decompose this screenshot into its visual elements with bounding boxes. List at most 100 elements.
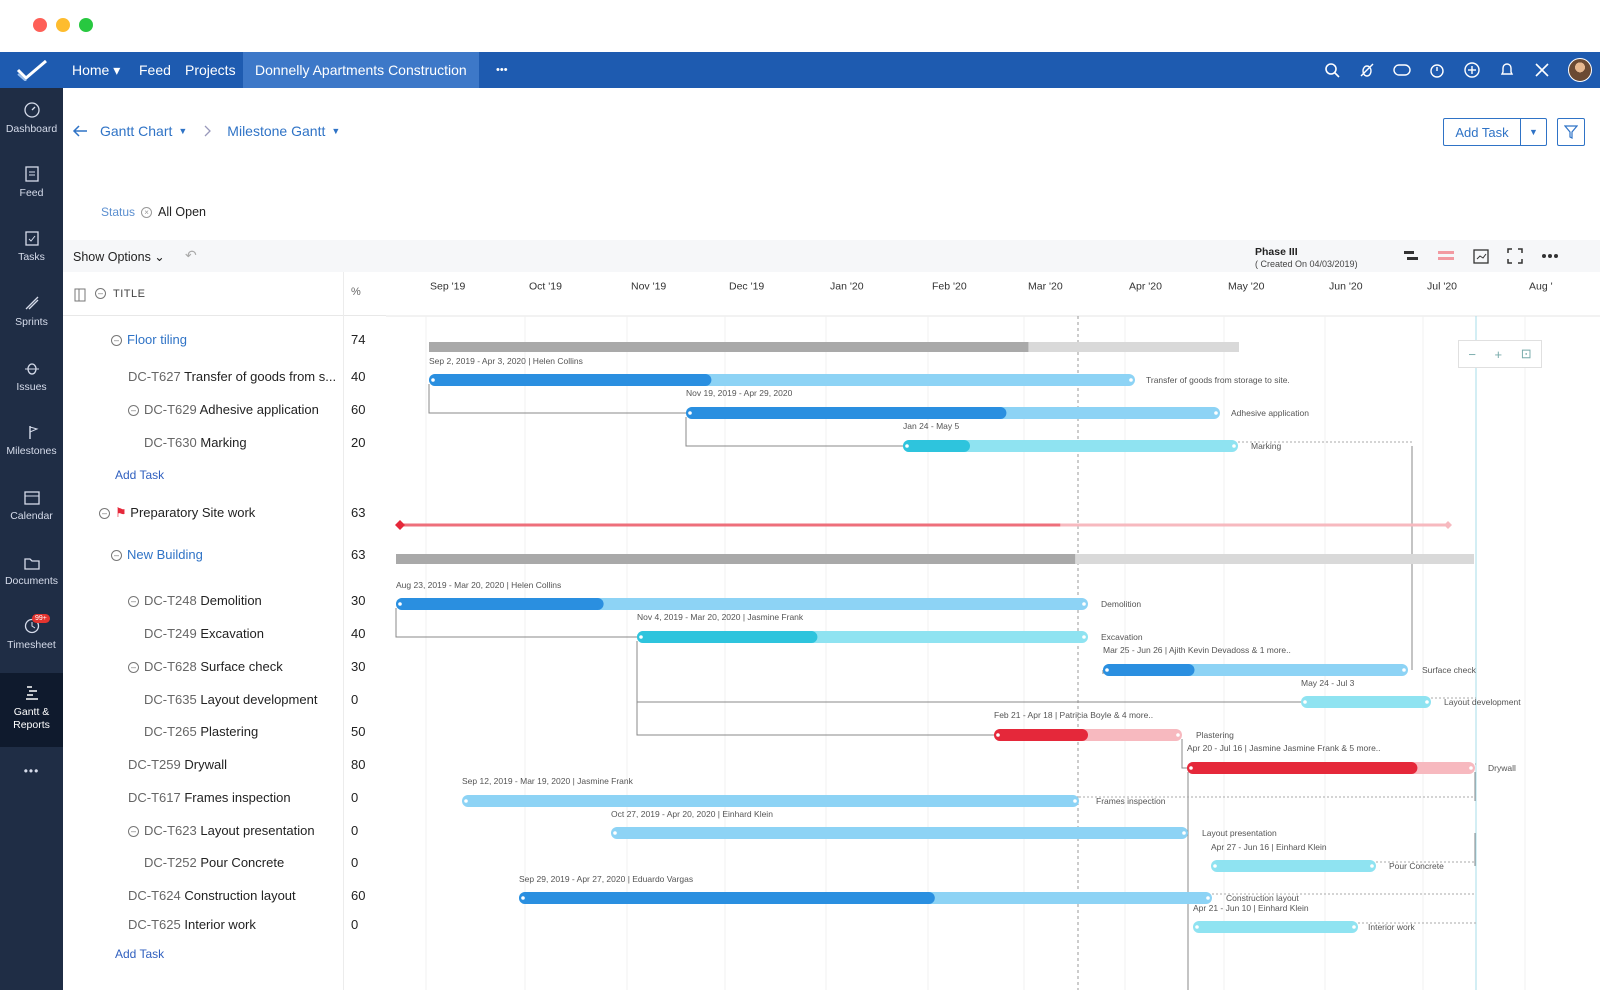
task-name[interactable]: Frames inspection [184, 790, 291, 805]
sidebar-item-calendar[interactable]: Calendar [0, 489, 63, 522]
chevron-down-icon[interactable]: ▼ [331, 126, 341, 136]
task-name[interactable]: Pour Concrete [200, 855, 285, 870]
task-name[interactable]: Layout development [200, 692, 318, 707]
task-name[interactable]: Preparatory Site work [130, 505, 256, 520]
group-row[interactable]: – Floor tiling 74 [63, 332, 386, 362]
collapse-toggle-icon[interactable]: – [111, 550, 122, 561]
table-row[interactable]: DC-T635 Layout development 0 [63, 692, 386, 722]
table-row[interactable]: DC-T625 Interior work 0 [63, 917, 386, 947]
more-options-icon[interactable] [1541, 253, 1559, 259]
table-row[interactable]: DC-T265 Plastering 50 [63, 724, 386, 754]
task-name[interactable]: Layout presentation [200, 823, 315, 838]
gamepad-icon[interactable] [1393, 61, 1411, 79]
phase-created: ( Created On 04/03/2019) [1255, 259, 1358, 269]
task-name[interactable]: Drywall [184, 757, 227, 772]
filter-button[interactable] [1557, 118, 1585, 146]
task-name[interactable]: Construction layout [184, 888, 296, 903]
table-row[interactable]: DC-T259 Drywall 80 [63, 757, 386, 787]
table-row[interactable]: DC-T249 Excavation 40 [63, 626, 386, 656]
sidebar-item-tasks[interactable]: Tasks [0, 230, 63, 263]
minimize-window-button[interactable] [56, 18, 70, 32]
table-row[interactable]: – DC-T248 Demolition 30 [63, 593, 386, 623]
collapse-toggle-icon[interactable]: – [99, 508, 110, 519]
sidebar-item-milestones[interactable]: Milestones [0, 424, 63, 457]
task-name[interactable]: Marking [200, 435, 247, 450]
collapse-toggle-icon[interactable]: – [111, 335, 122, 346]
clear-filter-icon[interactable]: × [141, 206, 153, 218]
sidebar-item-feed[interactable]: Feed [0, 166, 63, 199]
percent-column-header: % [351, 286, 361, 298]
nav-feed[interactable]: Feed [139, 62, 171, 78]
task-name[interactable]: Adhesive application [199, 402, 319, 417]
zoom-out-button[interactable]: − [1468, 346, 1476, 362]
task-name[interactable]: New Building [127, 547, 203, 562]
sidebar-item-timesheet[interactable]: 99+ Timesheet [0, 614, 63, 651]
sidebar-item-dashboard[interactable]: Dashboard [0, 102, 63, 135]
table-row[interactable]: – DC-T623 Layout presentation 0 [63, 823, 386, 853]
add-task-link[interactable]: Add Task [115, 947, 165, 961]
gantt-chart-dropdown[interactable]: Gantt Chart [100, 123, 173, 139]
sidebar-item-sprints[interactable]: Sprints [0, 295, 63, 328]
collapse-toggle-icon[interactable]: – [128, 596, 139, 607]
search-icon[interactable] [1323, 61, 1341, 79]
undo-icon[interactable]: ↶ [185, 247, 197, 263]
sidebar-item-documents[interactable]: Documents [0, 554, 63, 587]
maximize-window-button[interactable] [79, 18, 93, 32]
nav-more[interactable]: ••• [496, 64, 508, 76]
bar-info-label: Feb 21 - Apr 18 | Patricia Boyle & 4 mor… [994, 710, 1153, 720]
table-row[interactable]: DC-T617 Frames inspection 0 [63, 790, 386, 820]
month-label: Mar '20 [1028, 280, 1063, 292]
bars-view-icon[interactable] [1403, 249, 1419, 263]
nav-projects[interactable]: Projects [185, 62, 236, 78]
table-row[interactable]: DC-T252 Pour Concrete 0 [63, 855, 386, 885]
back-arrow-icon[interactable] [72, 125, 88, 137]
bar-name-label: Demolition [1101, 599, 1141, 609]
bug-icon[interactable] [1358, 61, 1376, 79]
add-task-button[interactable]: Add Task ▼ [1443, 118, 1547, 146]
app-logo[interactable] [0, 52, 64, 88]
nav-home[interactable]: Home ▾ [72, 62, 121, 78]
zoom-fit-icon[interactable]: ⊡ [1520, 346, 1532, 361]
user-avatar[interactable] [1568, 58, 1592, 82]
fullscreen-icon[interactable] [1507, 248, 1523, 264]
status-value[interactable]: All Open [158, 205, 206, 219]
critical-path-icon[interactable] [1437, 249, 1455, 263]
zoom-in-button[interactable]: + [1494, 346, 1503, 362]
group-row[interactable]: – New Building 63 [63, 547, 386, 577]
timer-icon[interactable] [1428, 61, 1446, 79]
close-window-button[interactable] [33, 18, 47, 32]
table-row[interactable]: – DC-T628 Surface check 30 [63, 659, 386, 689]
bell-icon[interactable] [1498, 61, 1516, 79]
collapse-toggle-icon[interactable]: – [128, 826, 139, 837]
milestone-gantt-dropdown[interactable]: Milestone Gantt [227, 123, 326, 139]
collapse-toggle-icon[interactable]: – [128, 405, 139, 416]
calendar-view-icon[interactable] [1473, 248, 1489, 264]
bar-name-label: Adhesive application [1231, 408, 1309, 418]
sidebar-item-label: Calendar [10, 510, 53, 522]
table-row[interactable]: DC-T624 Construction layout 60 [63, 888, 386, 918]
task-name[interactable]: Excavation [200, 626, 264, 641]
sidebar-item-issues[interactable]: Issues [0, 360, 63, 393]
task-name[interactable]: Interior work [184, 917, 256, 932]
tools-icon[interactable] [1533, 61, 1551, 79]
table-row[interactable]: DC-T630 Marking 20 [63, 435, 386, 465]
add-task-dropdown-icon[interactable]: ▼ [1520, 119, 1546, 145]
task-name[interactable]: Demolition [200, 593, 262, 608]
table-row[interactable]: DC-T627 Transfer of goods from s... 40 [63, 369, 386, 399]
nav-current-project[interactable]: Donnelly Apartments Construction [243, 52, 479, 88]
task-name[interactable]: Surface check [200, 659, 283, 674]
add-task-link[interactable]: Add Task [115, 468, 165, 482]
add-circle-icon[interactable] [1463, 61, 1481, 79]
collapse-toggle-icon[interactable]: – [128, 662, 139, 673]
task-name[interactable]: Plastering [200, 724, 259, 739]
milestone-row[interactable]: – ⚑ Preparatory Site work 63 [63, 505, 386, 535]
table-row[interactable]: – DC-T629 Adhesive application 60 [63, 402, 386, 432]
sidebar-item-gantt-reports[interactable]: Gantt & Reports [0, 673, 63, 747]
chevron-down-icon[interactable]: ▼ [178, 126, 188, 136]
task-name[interactable]: Floor tiling [127, 332, 187, 347]
show-options-dropdown[interactable]: Show Options ⌄ [73, 250, 165, 264]
task-name[interactable]: Transfer of goods from s... [184, 369, 337, 384]
columns-icon[interactable] [74, 288, 88, 302]
sidebar-more[interactable]: ••• [23, 764, 40, 778]
collapse-all-icon[interactable]: – [95, 288, 106, 299]
